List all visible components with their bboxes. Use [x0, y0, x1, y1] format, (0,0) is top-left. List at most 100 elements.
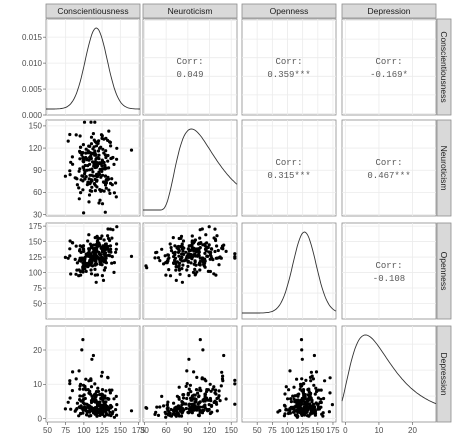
scatter-point	[102, 151, 106, 155]
scatter-point	[94, 249, 98, 254]
scatter-point	[207, 243, 211, 247]
scatter-point	[209, 250, 213, 255]
scatter-point	[292, 385, 296, 389]
scatter-point	[108, 388, 112, 392]
scatter-point	[181, 263, 185, 267]
scatter-point	[220, 244, 225, 248]
scatter-point	[288, 369, 292, 373]
x-tick-label: 20	[408, 426, 417, 435]
scatter-point	[180, 252, 184, 256]
scatter-point	[77, 169, 81, 173]
scatter-point	[300, 357, 304, 361]
scatter-point	[98, 410, 102, 414]
scatter-point	[181, 409, 185, 413]
scatter-point	[295, 377, 299, 381]
panel-depression-depression	[341, 325, 437, 423]
scatter-point	[75, 401, 79, 405]
y-tick-label: 100	[29, 268, 43, 277]
scatter-point	[69, 160, 73, 164]
scatter-point	[88, 410, 92, 414]
scatter-point	[68, 379, 72, 383]
scatter-point	[303, 396, 307, 400]
scatter-point	[214, 273, 218, 277]
scatter-point	[305, 408, 309, 412]
scatter-point	[179, 236, 183, 240]
scatter-point	[74, 176, 78, 180]
scatter-point	[103, 210, 107, 214]
scatter-point	[81, 338, 85, 342]
scatter-point	[79, 145, 83, 149]
scatter-point	[328, 391, 332, 395]
panel-neuroticism-conscientiousness	[45, 119, 141, 217]
scatter-point	[63, 174, 67, 178]
scatter-point	[196, 247, 200, 251]
scatter-point	[167, 268, 171, 272]
scatter-point	[95, 408, 99, 412]
scatter-point	[184, 406, 188, 411]
x-tick-label: 150	[225, 426, 239, 435]
scatter-point	[108, 391, 112, 395]
scatter-point	[213, 227, 217, 231]
scatter-point	[86, 239, 90, 243]
scatter-point	[68, 382, 72, 386]
scatter-point	[172, 255, 176, 259]
scatter-point	[88, 162, 92, 166]
scatter-point	[91, 353, 95, 358]
scatter-point	[103, 266, 107, 270]
scatter-point	[78, 398, 82, 402]
scatter-point	[89, 272, 94, 276]
panel-conscientiousness-conscientiousness	[45, 18, 141, 116]
scatter-point	[78, 150, 82, 155]
scatter-point	[222, 353, 226, 358]
scatter-point	[114, 195, 118, 199]
scatter-point	[89, 142, 94, 146]
scatter-point	[88, 259, 92, 264]
scatter-point	[78, 256, 82, 260]
panel-background	[45, 119, 141, 217]
scatter-point	[81, 270, 85, 274]
scatter-point	[315, 402, 319, 406]
scatter-point	[102, 238, 106, 242]
scatter-point	[233, 252, 237, 256]
scatter-point	[78, 249, 82, 253]
scatter-point	[93, 189, 97, 193]
scatter-point	[84, 151, 88, 155]
scatter-point	[198, 386, 202, 390]
scatter-point	[80, 348, 84, 352]
scatter-point	[219, 256, 223, 260]
scatter-point	[187, 274, 191, 278]
scatter-point	[310, 400, 314, 404]
scatter-point	[163, 410, 167, 414]
scatter-point	[184, 402, 188, 406]
scatter-point	[112, 191, 116, 195]
scatter-point	[300, 348, 304, 352]
scatter-point	[104, 412, 108, 416]
scatter-point	[201, 256, 205, 260]
y-tick-label: 0.010	[22, 59, 43, 68]
scatter-point	[180, 245, 184, 249]
scatter-point	[144, 264, 148, 268]
scatter-point	[100, 370, 104, 374]
scatter-point	[102, 260, 107, 264]
scatter-point	[319, 388, 323, 392]
scatter-point	[90, 394, 94, 398]
scatter-point	[175, 394, 179, 398]
scatter-point	[92, 145, 96, 149]
density-curve-conscientiousness	[46, 27, 140, 110]
scatter-point	[314, 370, 319, 374]
scatter-point	[194, 250, 199, 254]
scatter-point	[301, 389, 305, 393]
scatter-point	[81, 247, 86, 251]
scatter-point	[163, 254, 167, 258]
panel-depression-openness	[241, 325, 337, 423]
top-strip-depression	[341, 3, 437, 19]
scatter-point	[186, 264, 190, 268]
scatter-point	[107, 129, 111, 133]
x-tick-label: 100	[77, 426, 91, 435]
scatter-point	[298, 406, 303, 410]
scatter-point	[82, 120, 87, 124]
scatter-point	[308, 412, 312, 416]
scatter-point	[100, 234, 104, 238]
scatter-point	[110, 255, 114, 259]
